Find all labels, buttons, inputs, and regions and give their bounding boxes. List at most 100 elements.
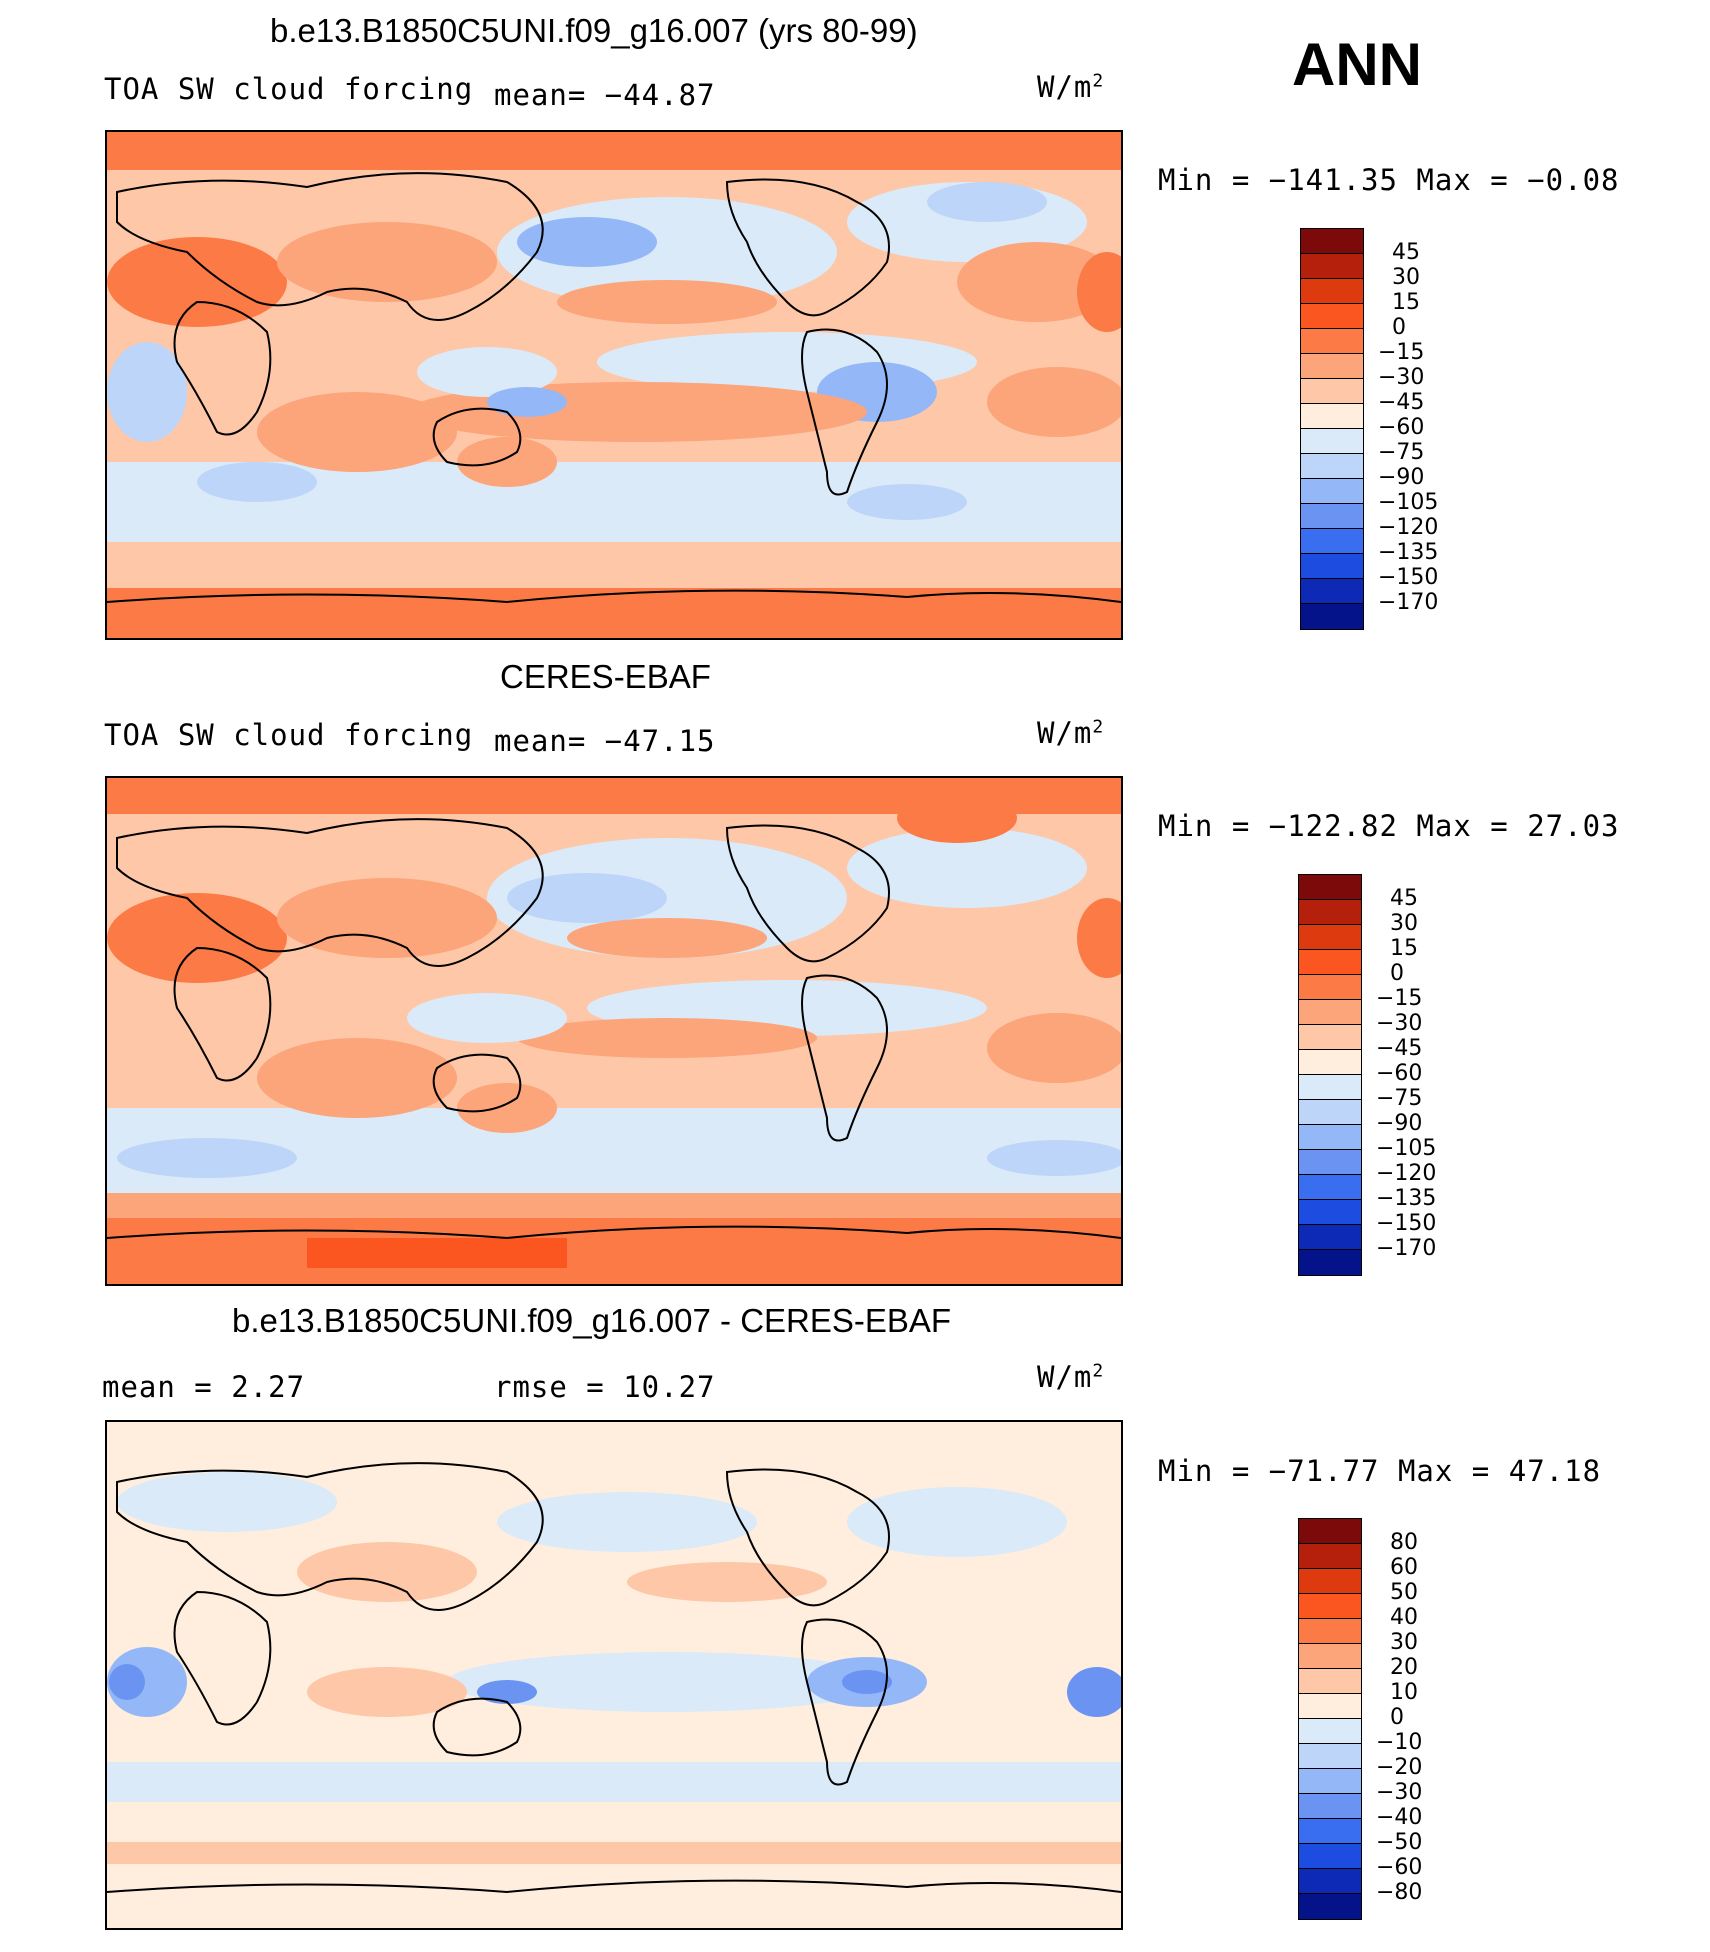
colorbar-3-box bbox=[1298, 1518, 1362, 1920]
colorbar-3-segment bbox=[1299, 1544, 1361, 1569]
colorbar-1-tick-label: −45 bbox=[1378, 390, 1425, 415]
colorbar-3-tick-label: −30 bbox=[1376, 1780, 1423, 1805]
colorbar-1-tick-label: 30 bbox=[1392, 265, 1420, 290]
colorbar-2-segment bbox=[1299, 975, 1361, 1000]
panel-2-mean-label: mean= −47.15 bbox=[494, 724, 716, 758]
panel-2-title: CERES-EBAF bbox=[500, 658, 711, 695]
colorbar-1-tick-label: −170 bbox=[1378, 590, 1439, 615]
colorbar-2-tick-label: −90 bbox=[1376, 1111, 1423, 1136]
colorbar-2-segment bbox=[1299, 1125, 1361, 1150]
colorbar-3-tick-label: 60 bbox=[1390, 1555, 1418, 1580]
colorbar-2-segment bbox=[1299, 1150, 1361, 1175]
panel-2-field-label: TOA SW cloud forcing bbox=[104, 718, 474, 752]
colorbar-3-tick-label: 40 bbox=[1390, 1605, 1418, 1630]
colorbar-1-tick-label: −75 bbox=[1378, 440, 1425, 465]
colorbar-3-tick-label: −80 bbox=[1376, 1880, 1423, 1905]
colorbar-3-tick-label: 0 bbox=[1390, 1705, 1404, 1730]
colorbar-1-tick-label: 15 bbox=[1392, 290, 1420, 315]
colorbar-2-tick-label: −150 bbox=[1376, 1211, 1437, 1236]
panel-3-units: W/m2 bbox=[1037, 1360, 1105, 1394]
colorbar-2-tick-label: −170 bbox=[1376, 1236, 1437, 1261]
colorbar-3-tick-label: 20 bbox=[1390, 1655, 1418, 1680]
colorbar-1-segment bbox=[1301, 404, 1363, 429]
colorbar-2-segment bbox=[1299, 1225, 1361, 1250]
colorbar-3-tick-label: 30 bbox=[1390, 1630, 1418, 1655]
colorbar-3-segment bbox=[1299, 1869, 1361, 1894]
colorbar-2-segment bbox=[1299, 950, 1361, 975]
colorbar-2-tick-label: 15 bbox=[1390, 936, 1418, 961]
colorbar-2-tick-label: 0 bbox=[1390, 961, 1404, 986]
panel-1-units: W/m2 bbox=[1037, 70, 1105, 104]
colorbar-2-segment bbox=[1299, 1000, 1361, 1025]
colorbar-1-segment bbox=[1301, 479, 1363, 504]
colorbar-2-segment bbox=[1299, 1175, 1361, 1200]
colorbar-1-tick-label: 0 bbox=[1392, 315, 1406, 340]
panel-1-map bbox=[105, 130, 1123, 640]
colorbar-1-segment bbox=[1301, 554, 1363, 579]
colorbar-2-tick-label: −60 bbox=[1376, 1061, 1423, 1086]
panel-2-map bbox=[105, 776, 1123, 1286]
colorbar-2-tick-label: 30 bbox=[1390, 911, 1418, 936]
map-2-svg bbox=[107, 778, 1121, 1284]
colorbar-2-segment bbox=[1299, 1250, 1361, 1275]
colorbar-1-segment bbox=[1301, 304, 1363, 329]
colorbar-1-segment bbox=[1301, 229, 1363, 254]
colorbar-1-tick-label: −90 bbox=[1378, 465, 1425, 490]
colorbar-1-segment bbox=[1301, 504, 1363, 529]
colorbar-3-tick-label: −50 bbox=[1376, 1830, 1423, 1855]
colorbar-2-tick-label: −30 bbox=[1376, 1011, 1423, 1036]
panel-1-title: b.e13.B1850C5UNI.f09_g16.007 (yrs 80-99) bbox=[270, 12, 918, 49]
colorbar-2-segment bbox=[1299, 1050, 1361, 1075]
panel-2-minmax: Min = −122.82 Max = 27.03 bbox=[1158, 809, 1620, 843]
colorbar-2-tick-label: −120 bbox=[1376, 1161, 1437, 1186]
colorbar-2-segment bbox=[1299, 875, 1361, 900]
panel-3-map bbox=[105, 1420, 1123, 1930]
colorbar-3-tick-label: −60 bbox=[1376, 1855, 1423, 1880]
map-3-svg bbox=[107, 1422, 1121, 1928]
panel-1-minmax: Min = −141.35 Max = −0.08 bbox=[1158, 163, 1620, 197]
panel-1-field-label: TOA SW cloud forcing bbox=[104, 72, 474, 106]
panel-1-mean-label: mean= −44.87 bbox=[494, 78, 716, 112]
colorbar-1-segment bbox=[1301, 329, 1363, 354]
colorbar-2-tick-label: −135 bbox=[1376, 1186, 1437, 1211]
panel-3-rmse-label: rmse = 10.27 bbox=[494, 1370, 716, 1404]
colorbar-1-tick-label: −135 bbox=[1378, 540, 1439, 565]
colorbar-1-segment bbox=[1301, 279, 1363, 304]
colorbar-3-segment bbox=[1299, 1819, 1361, 1844]
colorbar-2-segment bbox=[1299, 1100, 1361, 1125]
colorbar-2-tick-label: 45 bbox=[1390, 886, 1418, 911]
colorbar-1-segment bbox=[1301, 254, 1363, 279]
colorbar-2-tick-label: −45 bbox=[1376, 1036, 1423, 1061]
colorbar-1-tick-label: −105 bbox=[1378, 490, 1439, 515]
panel-3-mean-label: mean = 2.27 bbox=[102, 1370, 306, 1404]
colorbar-1-tick-label: −150 bbox=[1378, 565, 1439, 590]
colorbar-1-tick-label: −30 bbox=[1378, 365, 1425, 390]
colorbar-3-tick-label: −20 bbox=[1376, 1755, 1423, 1780]
colorbar-1-tick-label: 45 bbox=[1392, 240, 1420, 265]
colorbar-2-tick-label: −105 bbox=[1376, 1136, 1437, 1161]
colorbar-3-segment bbox=[1299, 1694, 1361, 1719]
colorbar-3-segment bbox=[1299, 1619, 1361, 1644]
colorbar-1-segment bbox=[1301, 429, 1363, 454]
colorbar-3-segment bbox=[1299, 1769, 1361, 1794]
colorbar-3-segment bbox=[1299, 1844, 1361, 1869]
colorbar-2-segment bbox=[1299, 1025, 1361, 1050]
colorbar-3-tick-label: 10 bbox=[1390, 1680, 1418, 1705]
panel-3-title: b.e13.B1850C5UNI.f09_g16.007 - CERES-EBA… bbox=[232, 1302, 952, 1339]
colorbar-3-tick-label: −10 bbox=[1376, 1730, 1423, 1755]
colorbar-1-segment bbox=[1301, 379, 1363, 404]
colorbar-3-segment bbox=[1299, 1794, 1361, 1819]
colorbar-3-tick-label: 80 bbox=[1390, 1530, 1418, 1555]
panel-2-units: W/m2 bbox=[1037, 716, 1105, 750]
colorbar-3-segment bbox=[1299, 1894, 1361, 1919]
colorbar-3-segment bbox=[1299, 1669, 1361, 1694]
colorbar-1-segment bbox=[1301, 354, 1363, 379]
colorbar-1-segment bbox=[1301, 454, 1363, 479]
season-label: ANN bbox=[1292, 31, 1422, 98]
colorbar-1-segment bbox=[1301, 604, 1363, 629]
colorbar-1-box bbox=[1300, 228, 1364, 630]
colorbar-3-segment bbox=[1299, 1569, 1361, 1594]
colorbar-2-segment bbox=[1299, 925, 1361, 950]
colorbar-3-segment bbox=[1299, 1644, 1361, 1669]
panel-3-minmax: Min = −71.77 Max = 47.18 bbox=[1158, 1454, 1602, 1488]
